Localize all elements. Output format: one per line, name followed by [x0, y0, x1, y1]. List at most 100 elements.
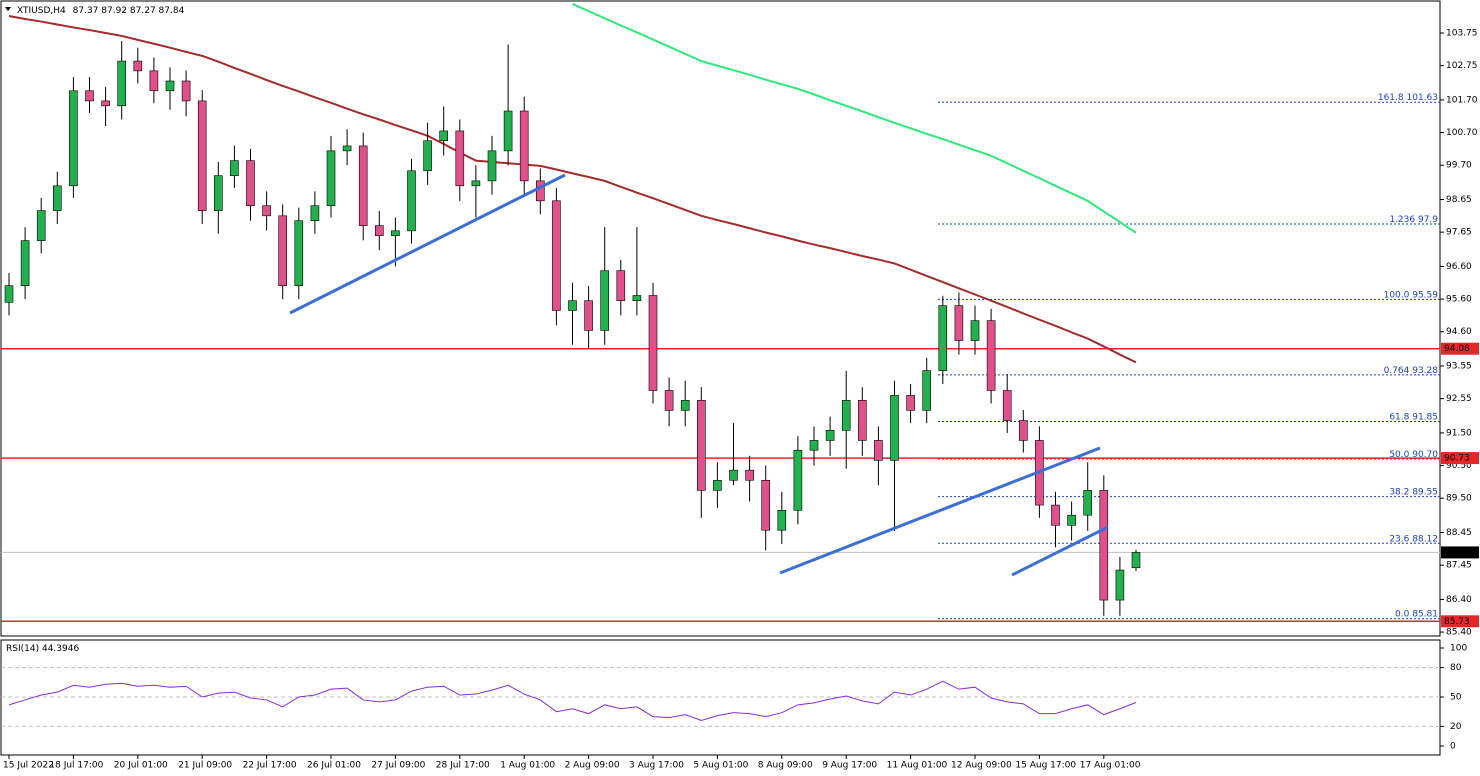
candle-body — [391, 230, 400, 237]
fib-level: 161.8 — [1378, 93, 1404, 103]
candle-body — [874, 440, 883, 461]
rsi-title: RSI(14) 44.3946 — [6, 644, 79, 654]
candle-body — [117, 60, 126, 107]
level-box — [1441, 452, 1479, 465]
x-tick-label: 15 Aug 17:00 — [1015, 761, 1076, 771]
candle-body — [230, 160, 239, 176]
candle-body — [1002, 390, 1012, 421]
candle-body — [970, 320, 980, 341]
low: 87.27 — [130, 6, 156, 16]
candle-body — [69, 90, 78, 187]
fib-level: 100.0 — [1384, 290, 1410, 300]
candle-body — [133, 60, 143, 72]
candle-body — [954, 305, 964, 341]
candle-body — [584, 300, 593, 331]
fib-price: 95.59 — [1412, 290, 1438, 300]
fib-label: 100.0 95.59 — [1384, 290, 1439, 300]
x-tick-label: 15 Jul 2022 — [3, 761, 54, 771]
close: 87.84 — [159, 6, 185, 16]
candle-body — [1131, 552, 1141, 569]
y-tick-label: 100.70 — [1446, 128, 1478, 138]
candle-body — [503, 110, 513, 152]
candle-body — [246, 160, 255, 207]
rsi-tick-label: 80 — [1450, 663, 1462, 673]
candle-body — [165, 80, 175, 92]
candle-body — [1051, 504, 1060, 526]
candle-body — [696, 399, 706, 491]
fib-label: 50.0 90.70 — [1389, 450, 1438, 460]
candle-body — [825, 430, 835, 441]
trend-line — [779, 446, 1101, 575]
candle-body — [600, 270, 610, 331]
candle-body — [841, 399, 851, 431]
candle-body — [519, 110, 529, 182]
y-tick-label: 99.70 — [1446, 161, 1472, 171]
candle-body — [455, 130, 465, 187]
candle-body — [214, 175, 223, 211]
candle-body — [568, 300, 577, 311]
x-tick-label: 17 Aug 01:00 — [1080, 761, 1141, 771]
high: 87.92 — [101, 6, 127, 16]
candle-body — [487, 150, 497, 182]
fib-price: 85.81 — [1412, 609, 1438, 619]
fib-level: 38.2 — [1389, 487, 1409, 497]
candle-body — [616, 270, 626, 302]
y-tick-label: 93.55 — [1446, 362, 1472, 372]
y-tick-label: 85.40 — [1446, 628, 1472, 638]
y-tick-label: 92.55 — [1446, 394, 1472, 404]
fib-level: 0.764 — [1384, 365, 1410, 375]
collapse-arrow — [5, 7, 11, 11]
fib-price: 97.9 — [1418, 214, 1438, 224]
candle-body — [20, 240, 30, 286]
x-tick-label: 18 Jul 17:00 — [49, 761, 103, 771]
fib-label: 0.764 93.28 — [1384, 365, 1439, 375]
last-price-box — [1441, 546, 1479, 559]
candle-body — [632, 295, 642, 302]
y-tick-label: 97.65 — [1446, 228, 1472, 238]
fib-label: 61.8 91.85 — [1389, 412, 1438, 422]
fib-level: 50.0 — [1389, 450, 1409, 460]
fib-price: 88.12 — [1412, 534, 1438, 544]
y-tick-label: 90.50 — [1446, 461, 1472, 471]
y-tick-label: 89.50 — [1446, 494, 1472, 504]
x-tick-label: 21 Jul 09:00 — [178, 761, 232, 771]
last-price-label: 87.84 — [1444, 548, 1470, 558]
candle-body — [552, 200, 561, 311]
candle-body — [986, 320, 996, 391]
layers: 103.75 102.75 101.70 100.70 99.70 98.65 97.65 9… — [1, 3, 1479, 771]
fib-price: 91.85 — [1412, 412, 1438, 422]
open: 87.37 — [73, 6, 99, 16]
y-tick-label: 101.70 — [1446, 95, 1478, 105]
candle-body — [407, 170, 416, 232]
fib-price: 90.70 — [1412, 450, 1438, 460]
rsi-line — [8, 680, 1137, 722]
moving-average — [8, 15, 1137, 364]
rsi-tick-label: 0 — [1450, 742, 1456, 752]
candle-body — [922, 370, 932, 411]
y-tick-label: 94.60 — [1446, 327, 1472, 337]
rsi-tick-label: 100 — [1450, 644, 1467, 654]
candle-body — [1018, 420, 1028, 441]
rsi-name: RSI(14) — [6, 644, 39, 654]
candle-body — [535, 180, 545, 202]
fib-label: 23.6 88.12 — [1389, 534, 1438, 544]
y-tick-label: 98.65 — [1446, 195, 1472, 205]
candle-body — [4, 285, 14, 303]
candle-body — [938, 305, 948, 371]
candle-body — [149, 70, 159, 92]
x-tick-label: 9 Aug 17:00 — [822, 761, 877, 771]
x-tick-label: 8 Aug 09:00 — [758, 761, 813, 771]
candle-body — [906, 395, 915, 411]
candle-body — [181, 80, 191, 102]
candle-body — [1083, 490, 1092, 516]
x-tick-label: 28 Jul 17:00 — [436, 761, 490, 771]
level-label: 85.73 — [1444, 617, 1470, 627]
y-tick-label: 103.75 — [1446, 28, 1478, 38]
y-tick-label: 102.75 — [1446, 61, 1478, 71]
level-label: 94.08 — [1444, 344, 1470, 354]
fib-price: 101.63 — [1407, 93, 1439, 103]
rsi-tick-label: 50 — [1450, 693, 1462, 703]
candle-body — [197, 100, 207, 211]
